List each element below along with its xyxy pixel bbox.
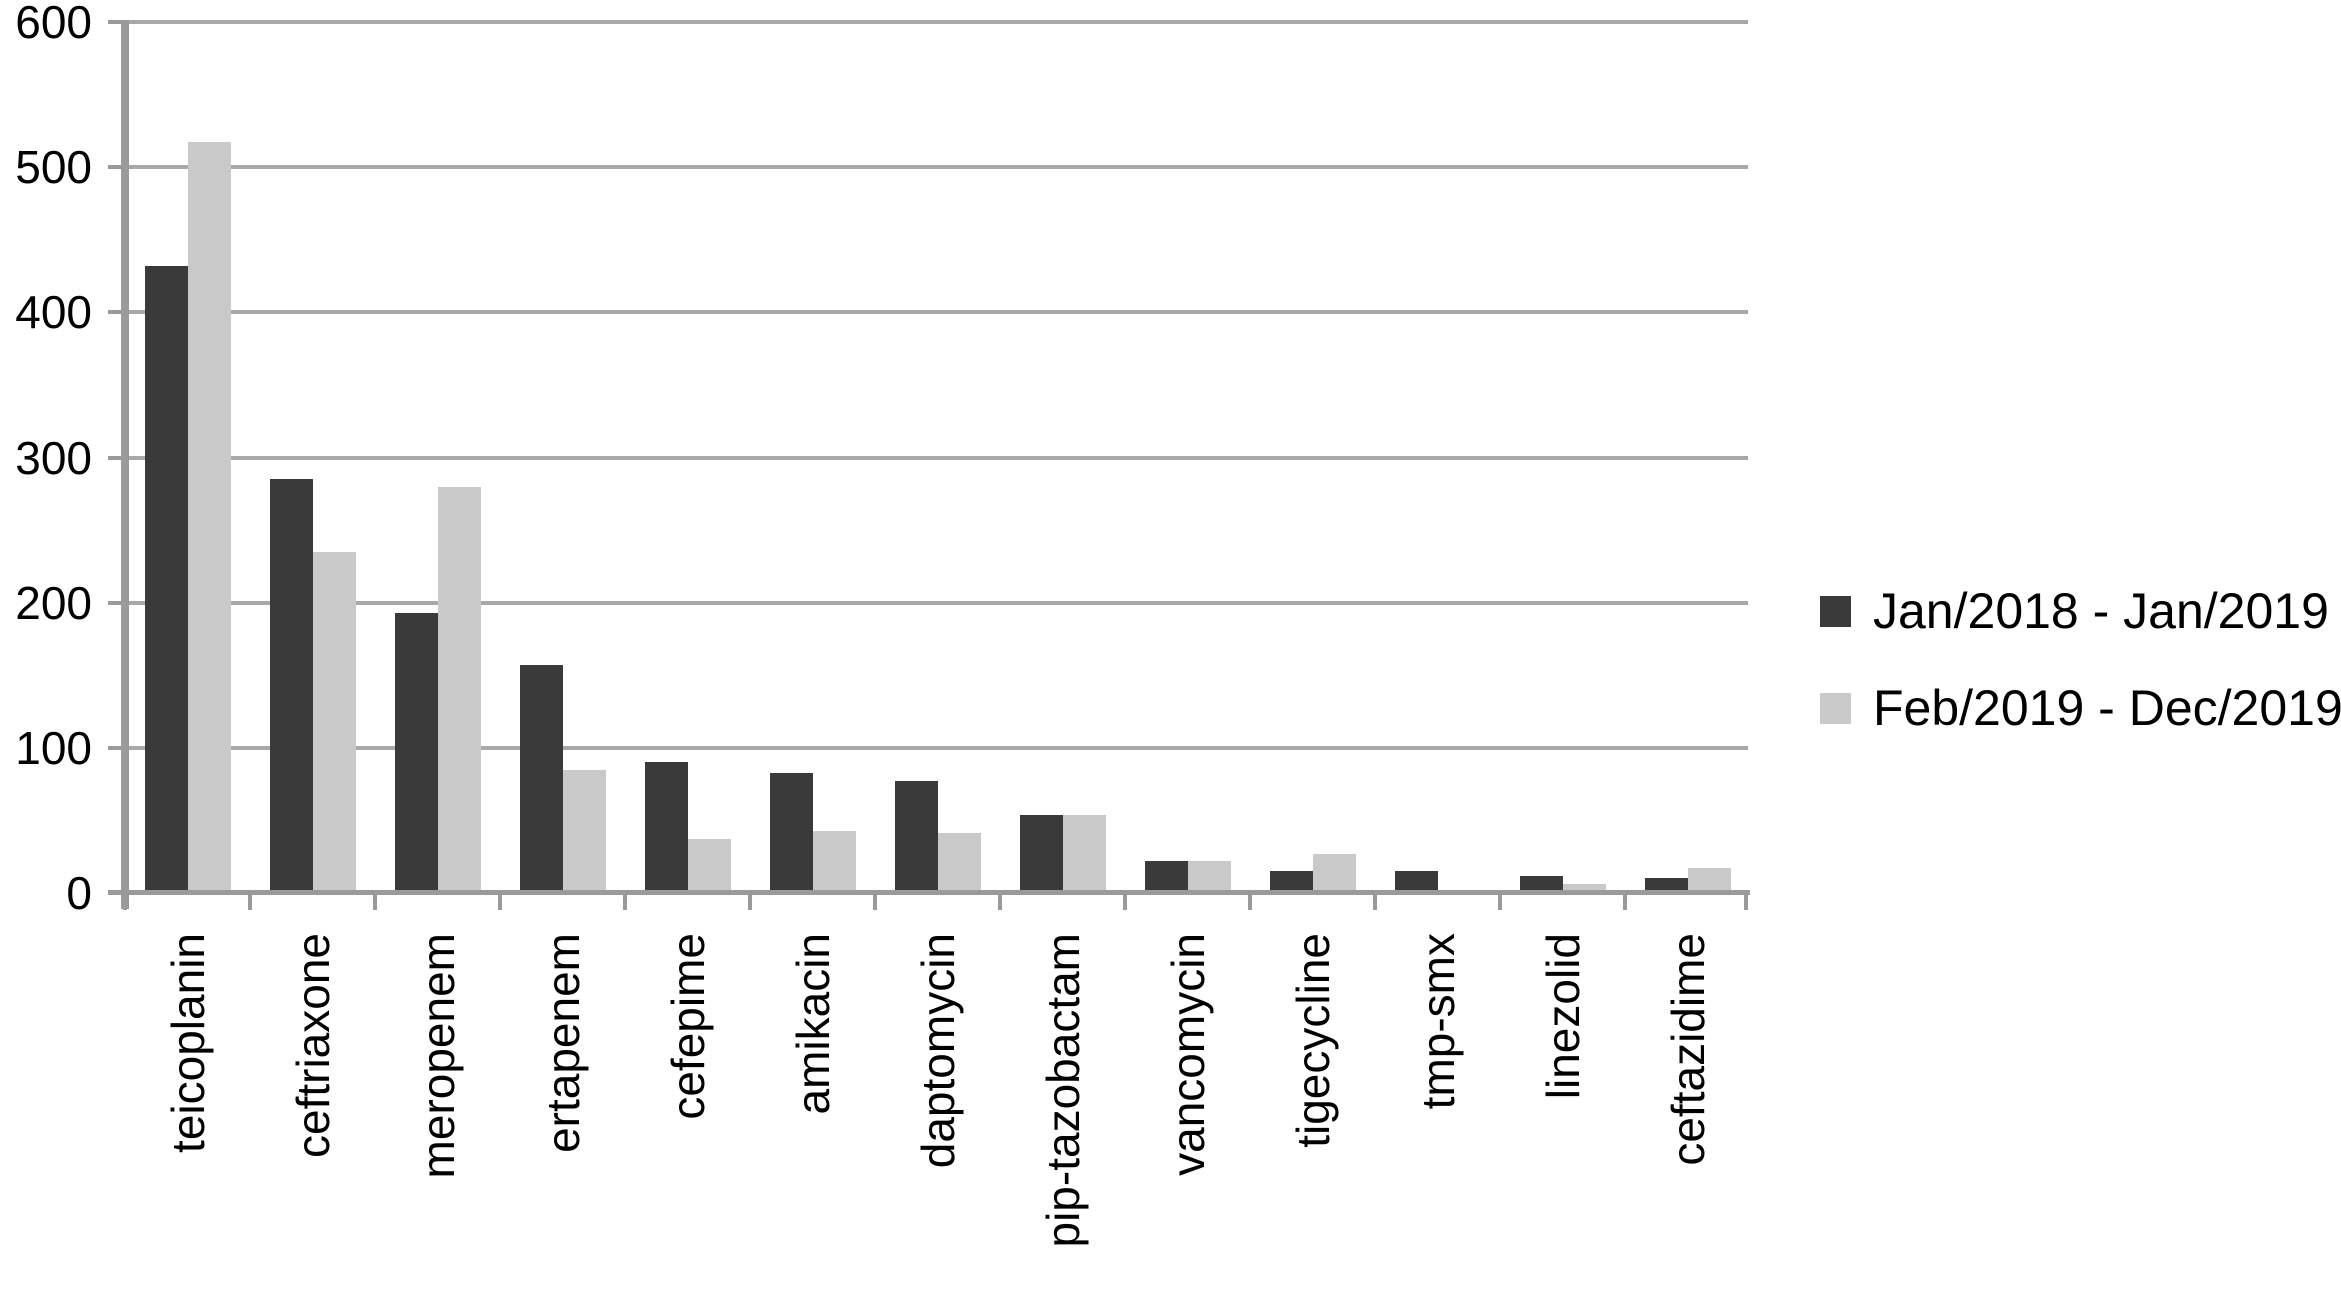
x-label-teicoplanin: teicoplanin: [161, 933, 214, 1153]
x-axis-tick-11: [1498, 893, 1502, 910]
bar-teicoplanin-series1: [145, 266, 188, 895]
gridline-500: [125, 165, 1748, 170]
x-label-amikacin: amikacin: [786, 933, 839, 1115]
y-axis-tick-600: [108, 20, 125, 24]
legend-entry-series1: Jan/2018 - Jan/2019: [1820, 583, 2329, 639]
x-axis-tick-13: [1744, 893, 1748, 910]
bar-teicoplanin-series2: [188, 142, 231, 895]
bar-meropenem-series2: [438, 487, 481, 895]
x-label-linezolid: linezolid: [1536, 933, 1589, 1100]
x-axis-tick-4: [623, 893, 627, 910]
x-label-ceftazidime: ceftazidime: [1661, 933, 1714, 1166]
bar-ertapenem-series1: [520, 665, 563, 895]
legend-entry-series2: Feb/2019 - Dec/2019: [1820, 680, 2341, 736]
bar-vancomycin-series2: [1188, 861, 1231, 895]
bar-amikacin-series2: [813, 831, 856, 895]
x-axis-tick-1: [248, 893, 252, 910]
gridline-300: [125, 455, 1748, 460]
x-axis-line: [108, 890, 1750, 895]
x-axis-tick-3: [498, 893, 502, 910]
y-tick-label-300: 300: [15, 431, 92, 484]
gridline-600: [125, 20, 1748, 24]
x-label-tigecycline: tigecycline: [1286, 933, 1339, 1148]
y-axis-tick-200: [108, 600, 125, 605]
x-axis-tick-6: [873, 893, 877, 910]
bar-pip-tazobactam-series1: [1020, 815, 1063, 895]
y-tick-label-400: 400: [15, 286, 92, 339]
x-axis-tick-7: [998, 893, 1002, 910]
y-tick-label-0: 0: [66, 867, 92, 919]
y-axis-tick-300: [108, 455, 125, 460]
y-tick-label-500: 500: [15, 141, 92, 194]
x-label-vancomycin: vancomycin: [1161, 933, 1214, 1176]
bar-daptomycin-series2: [938, 833, 981, 895]
x-axis-tick-2: [373, 893, 377, 910]
bar-pip-tazobactam-series2: [1063, 815, 1106, 895]
y-axis-tick-500: [108, 165, 125, 170]
x-label-ertapenem: ertapenem: [536, 933, 589, 1153]
legend-swatch-feb2019-dec2019: [1820, 692, 1851, 724]
bar-cefepime-series1: [645, 762, 688, 895]
x-label-meropenem: meropenem: [411, 933, 464, 1179]
y-axis-line: [121, 20, 129, 909]
y-axis-tick-100: [108, 745, 125, 750]
x-label-pip-tazobactam: pip-tazobactam: [1036, 933, 1089, 1248]
y-tick-label-100: 100: [15, 721, 92, 774]
bar-tigecycline-series2: [1313, 854, 1356, 895]
x-label-cefepime: cefepime: [661, 933, 714, 1120]
x-axis-tick-8: [1123, 893, 1127, 910]
y-axis-tick-400: [108, 310, 125, 315]
bar-ertapenem-series2: [563, 770, 606, 895]
x-axis-tick-10: [1373, 893, 1377, 910]
bar-vancomycin-series1: [1145, 861, 1188, 895]
legend-label-feb2019-dec2019: Feb/2019 - Dec/2019: [1873, 680, 2341, 736]
gridline-400: [125, 310, 1748, 315]
gridline-100: [125, 745, 1748, 750]
x-label-daptomycin: daptomycin: [911, 933, 964, 1169]
x-label-tmp-smx: tmp-smx: [1411, 933, 1464, 1110]
bar-amikacin-series1: [770, 773, 813, 895]
gridline-200: [125, 600, 1748, 605]
legend-swatch-jan2018-jan2019: [1820, 595, 1851, 627]
bar-cefepime-series2: [688, 839, 731, 895]
bar-daptomycin-series1: [895, 781, 938, 895]
x-axis-tick-12: [1623, 893, 1627, 910]
legend-label-jan2018-jan2019: Jan/2018 - Jan/2019: [1873, 583, 2329, 639]
x-label-ceftriaxone: ceftriaxone: [286, 933, 339, 1159]
bar-ceftriaxone-series2: [313, 552, 356, 895]
bar-meropenem-series1: [395, 613, 438, 895]
y-tick-label-600: 600: [15, 0, 92, 48]
x-axis-tick-9: [1248, 893, 1252, 910]
x-axis-tick-0: [123, 893, 127, 910]
bar-linezolid-series2: [1563, 884, 1606, 895]
x-axis-tick-5: [748, 893, 752, 910]
bar-ceftriaxone-series1: [270, 479, 313, 895]
y-tick-label-200: 200: [15, 576, 92, 629]
